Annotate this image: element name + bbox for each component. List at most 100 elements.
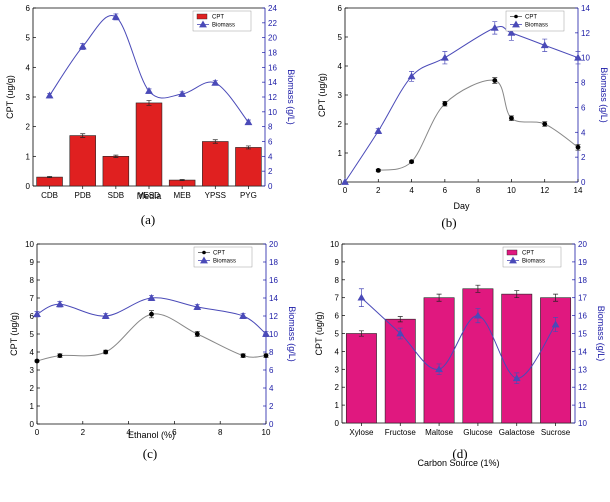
- x-tick-label: 8: [476, 186, 481, 195]
- panel-caption: (d): [452, 446, 467, 461]
- x-tick-label: 10: [507, 186, 516, 195]
- y2-tick-label: 22: [268, 19, 277, 28]
- bar: [135, 102, 163, 187]
- biomass-point: [574, 53, 582, 61]
- y2-tick-label: 6: [269, 366, 274, 375]
- y-tick-label: 7: [335, 294, 340, 303]
- legend-marker-cpt: [202, 250, 206, 255]
- y-tick-label: 3: [338, 91, 343, 100]
- y2-axis-label: Biomass (g/L): [286, 69, 296, 125]
- x-tick-label: 8: [218, 428, 223, 437]
- biomass-point: [512, 374, 521, 382]
- x-tick-label: YESD: [138, 191, 160, 200]
- y2-tick-label: 0: [268, 182, 273, 191]
- y-tick-label: 6: [338, 4, 343, 13]
- x-tick-label: 4: [409, 186, 414, 195]
- y2-tick-label: 18: [269, 258, 278, 267]
- y-tick-label: 1: [26, 152, 31, 161]
- legend-marker-biomass: [199, 20, 207, 28]
- y-tick-label: 4: [335, 347, 340, 356]
- x-tick-label: YPSS: [205, 191, 226, 200]
- bar-error: [113, 154, 119, 158]
- y-tick-label: 5: [338, 33, 343, 42]
- biomass-point: [193, 302, 202, 310]
- x-axis-label: Carbon Source (1%): [417, 458, 499, 468]
- cpt-point: [57, 353, 63, 358]
- y-tick-label: 10: [330, 240, 339, 249]
- biomass-point: [111, 12, 120, 20]
- y2-tick-label: 6: [268, 138, 273, 147]
- y-tick-label: 6: [335, 312, 340, 321]
- y2-tick-label: 2: [268, 167, 273, 176]
- bar: [36, 176, 63, 187]
- cpt-line: [378, 79, 579, 171]
- y2-tick-label: 10: [268, 108, 277, 117]
- bar-error: [358, 330, 364, 337]
- y2-tick-label: 20: [578, 240, 587, 249]
- y-tick-label: 2: [335, 383, 340, 392]
- cpt-point: [263, 353, 269, 358]
- biomass-point: [341, 177, 349, 185]
- bar-error: [212, 139, 218, 144]
- biomass-point: [145, 87, 153, 94]
- y2-tick-label: 20: [269, 240, 278, 249]
- legend-label-biomass: Biomass: [212, 23, 235, 29]
- biomass-point: [474, 311, 482, 319]
- biomass-line: [344, 26, 579, 183]
- y2-tick-label: 16: [269, 276, 278, 285]
- y2-tick-label: 8: [581, 79, 586, 88]
- x-tick-label: 14: [574, 186, 583, 195]
- x-tick-label: PDB: [74, 191, 90, 200]
- cpt-line: [36, 313, 267, 362]
- biomass-point: [551, 320, 560, 328]
- bar: [235, 147, 262, 187]
- cpt-point: [103, 349, 109, 355]
- x-tick-label: 12: [540, 186, 549, 195]
- x-tick-label: 4: [126, 428, 131, 437]
- y2-tick-label: 10: [578, 419, 587, 428]
- y2-axis-label: Biomass (g/L): [596, 306, 606, 362]
- biomass-point: [435, 365, 443, 373]
- biomass-point: [33, 310, 41, 318]
- bar: [102, 156, 130, 187]
- y2-tick-label: 4: [581, 128, 586, 137]
- y-tick-label: 7: [30, 294, 35, 303]
- biomass-point: [507, 28, 516, 36]
- x-tick-label: Xylose: [349, 428, 374, 437]
- cpt-point: [409, 159, 414, 165]
- y2-tick-label: 8: [269, 348, 274, 357]
- y2-tick-label: 24: [268, 4, 277, 13]
- x-tick-label: 6: [443, 186, 448, 195]
- x-tick-label: Galactose: [499, 428, 536, 437]
- bar-error: [245, 145, 251, 150]
- legend-box: [192, 10, 252, 32]
- y2-tick-label: 2: [581, 153, 586, 162]
- biomass-point: [45, 91, 54, 99]
- y2-tick-label: 20: [268, 34, 277, 43]
- biomass-point: [78, 42, 87, 50]
- y2-tick-label: 12: [268, 93, 277, 102]
- biomass-point: [101, 311, 110, 319]
- y2-tick-label: 14: [581, 4, 590, 13]
- legend-marker-biomass: [200, 256, 208, 264]
- y2-tick-label: 13: [578, 365, 587, 374]
- x-tick-label: SDB: [108, 191, 124, 200]
- y2-axis-label: Biomass (g/L): [599, 67, 609, 123]
- legend-box: [502, 246, 562, 268]
- y2-tick-label: 14: [269, 294, 278, 303]
- x-tick-label: 10: [262, 428, 271, 437]
- biomass-point: [490, 23, 499, 31]
- y2-tick-label: 15: [578, 330, 587, 339]
- cpt-point: [509, 115, 514, 121]
- cpt-point: [442, 101, 448, 107]
- y-tick-label: 0: [335, 419, 340, 428]
- y2-tick-label: 2: [269, 402, 274, 411]
- cpt-point: [149, 311, 154, 317]
- y-tick-label: 3: [30, 366, 35, 375]
- x-tick-label: MEB: [173, 191, 190, 200]
- bar-error: [514, 290, 520, 299]
- y-tick-label: 0: [26, 182, 31, 191]
- panel-caption: (b): [441, 215, 456, 230]
- biomass-point: [540, 41, 549, 49]
